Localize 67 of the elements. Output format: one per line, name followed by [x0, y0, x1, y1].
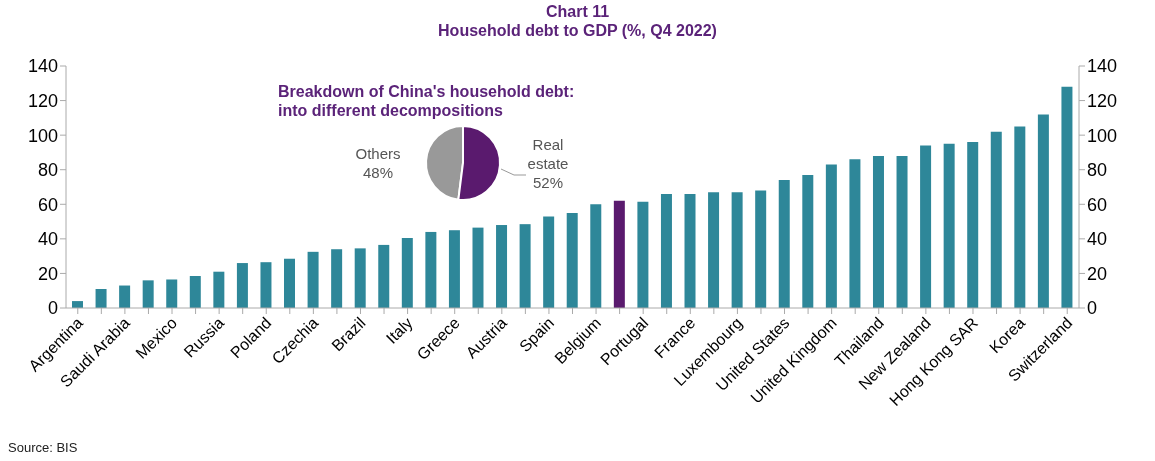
y-tick-label: 40 [37, 229, 58, 250]
y-tick-label: 0 [47, 298, 58, 319]
bar [401, 237, 413, 308]
bar [378, 244, 390, 308]
y-tick-label: 80 [37, 160, 58, 181]
bar [472, 227, 484, 308]
chart-title: Breakdown of China's household debt: into different decompositions [278, 82, 576, 120]
bar [496, 225, 508, 308]
source-note: Source: BIS [8, 440, 78, 455]
bar [543, 216, 555, 308]
bar [660, 193, 672, 308]
y2-tick-label: 120 [1087, 90, 1118, 111]
bar [684, 193, 696, 308]
bar [166, 279, 178, 308]
y2-tick-label: 0 [1087, 298, 1098, 319]
bar [236, 263, 248, 308]
bar [213, 271, 225, 308]
y2-tick-label: 20 [1087, 263, 1108, 284]
bar [119, 285, 131, 308]
bar [920, 145, 932, 308]
bar [448, 230, 460, 308]
bar [260, 262, 272, 308]
y2-tick-label: 80 [1087, 160, 1108, 181]
chart-subtitle: Household debt to GDP (%, Q4 2022) [437, 21, 718, 40]
bar [519, 224, 531, 308]
y-tick-label: 140 [27, 56, 58, 77]
bar [425, 231, 437, 308]
bar [142, 280, 154, 308]
bar [566, 212, 578, 308]
bar [284, 258, 296, 308]
bar [590, 204, 602, 308]
y-tick-label: 100 [27, 125, 58, 146]
bar [1037, 114, 1049, 308]
y-tick-label: 20 [37, 263, 58, 284]
y2-tick-label: 60 [1087, 194, 1108, 215]
bar [637, 201, 649, 308]
bar [872, 155, 884, 308]
bar [354, 248, 366, 308]
bar [731, 192, 743, 308]
bar [307, 251, 319, 308]
bar [95, 288, 107, 308]
y-tick-label: 60 [37, 194, 58, 215]
y2-tick-label: 40 [1087, 229, 1108, 250]
bar [755, 190, 767, 308]
bar [708, 192, 720, 308]
y2-tick-label: 140 [1087, 56, 1118, 77]
bar [825, 164, 837, 308]
bar [613, 200, 625, 308]
bar [943, 143, 955, 308]
bar [331, 249, 343, 308]
y2-tick-label: 100 [1087, 125, 1118, 146]
bar [778, 180, 790, 308]
bar [189, 276, 201, 308]
chart-title: Chart 11 [544, 2, 611, 21]
data-label: 52% [532, 174, 564, 191]
x-tick-label: Italy [382, 314, 416, 347]
slice-label: Others [355, 145, 401, 162]
bar [990, 131, 1002, 308]
slice-label: Real estate [527, 136, 569, 172]
bar [896, 155, 908, 308]
bar [849, 159, 861, 308]
bar [802, 174, 814, 308]
bar [967, 142, 979, 308]
bar [1061, 86, 1073, 308]
bar [1014, 126, 1026, 308]
data-label: 48% [362, 164, 394, 181]
y-tick-label: 120 [27, 90, 58, 111]
